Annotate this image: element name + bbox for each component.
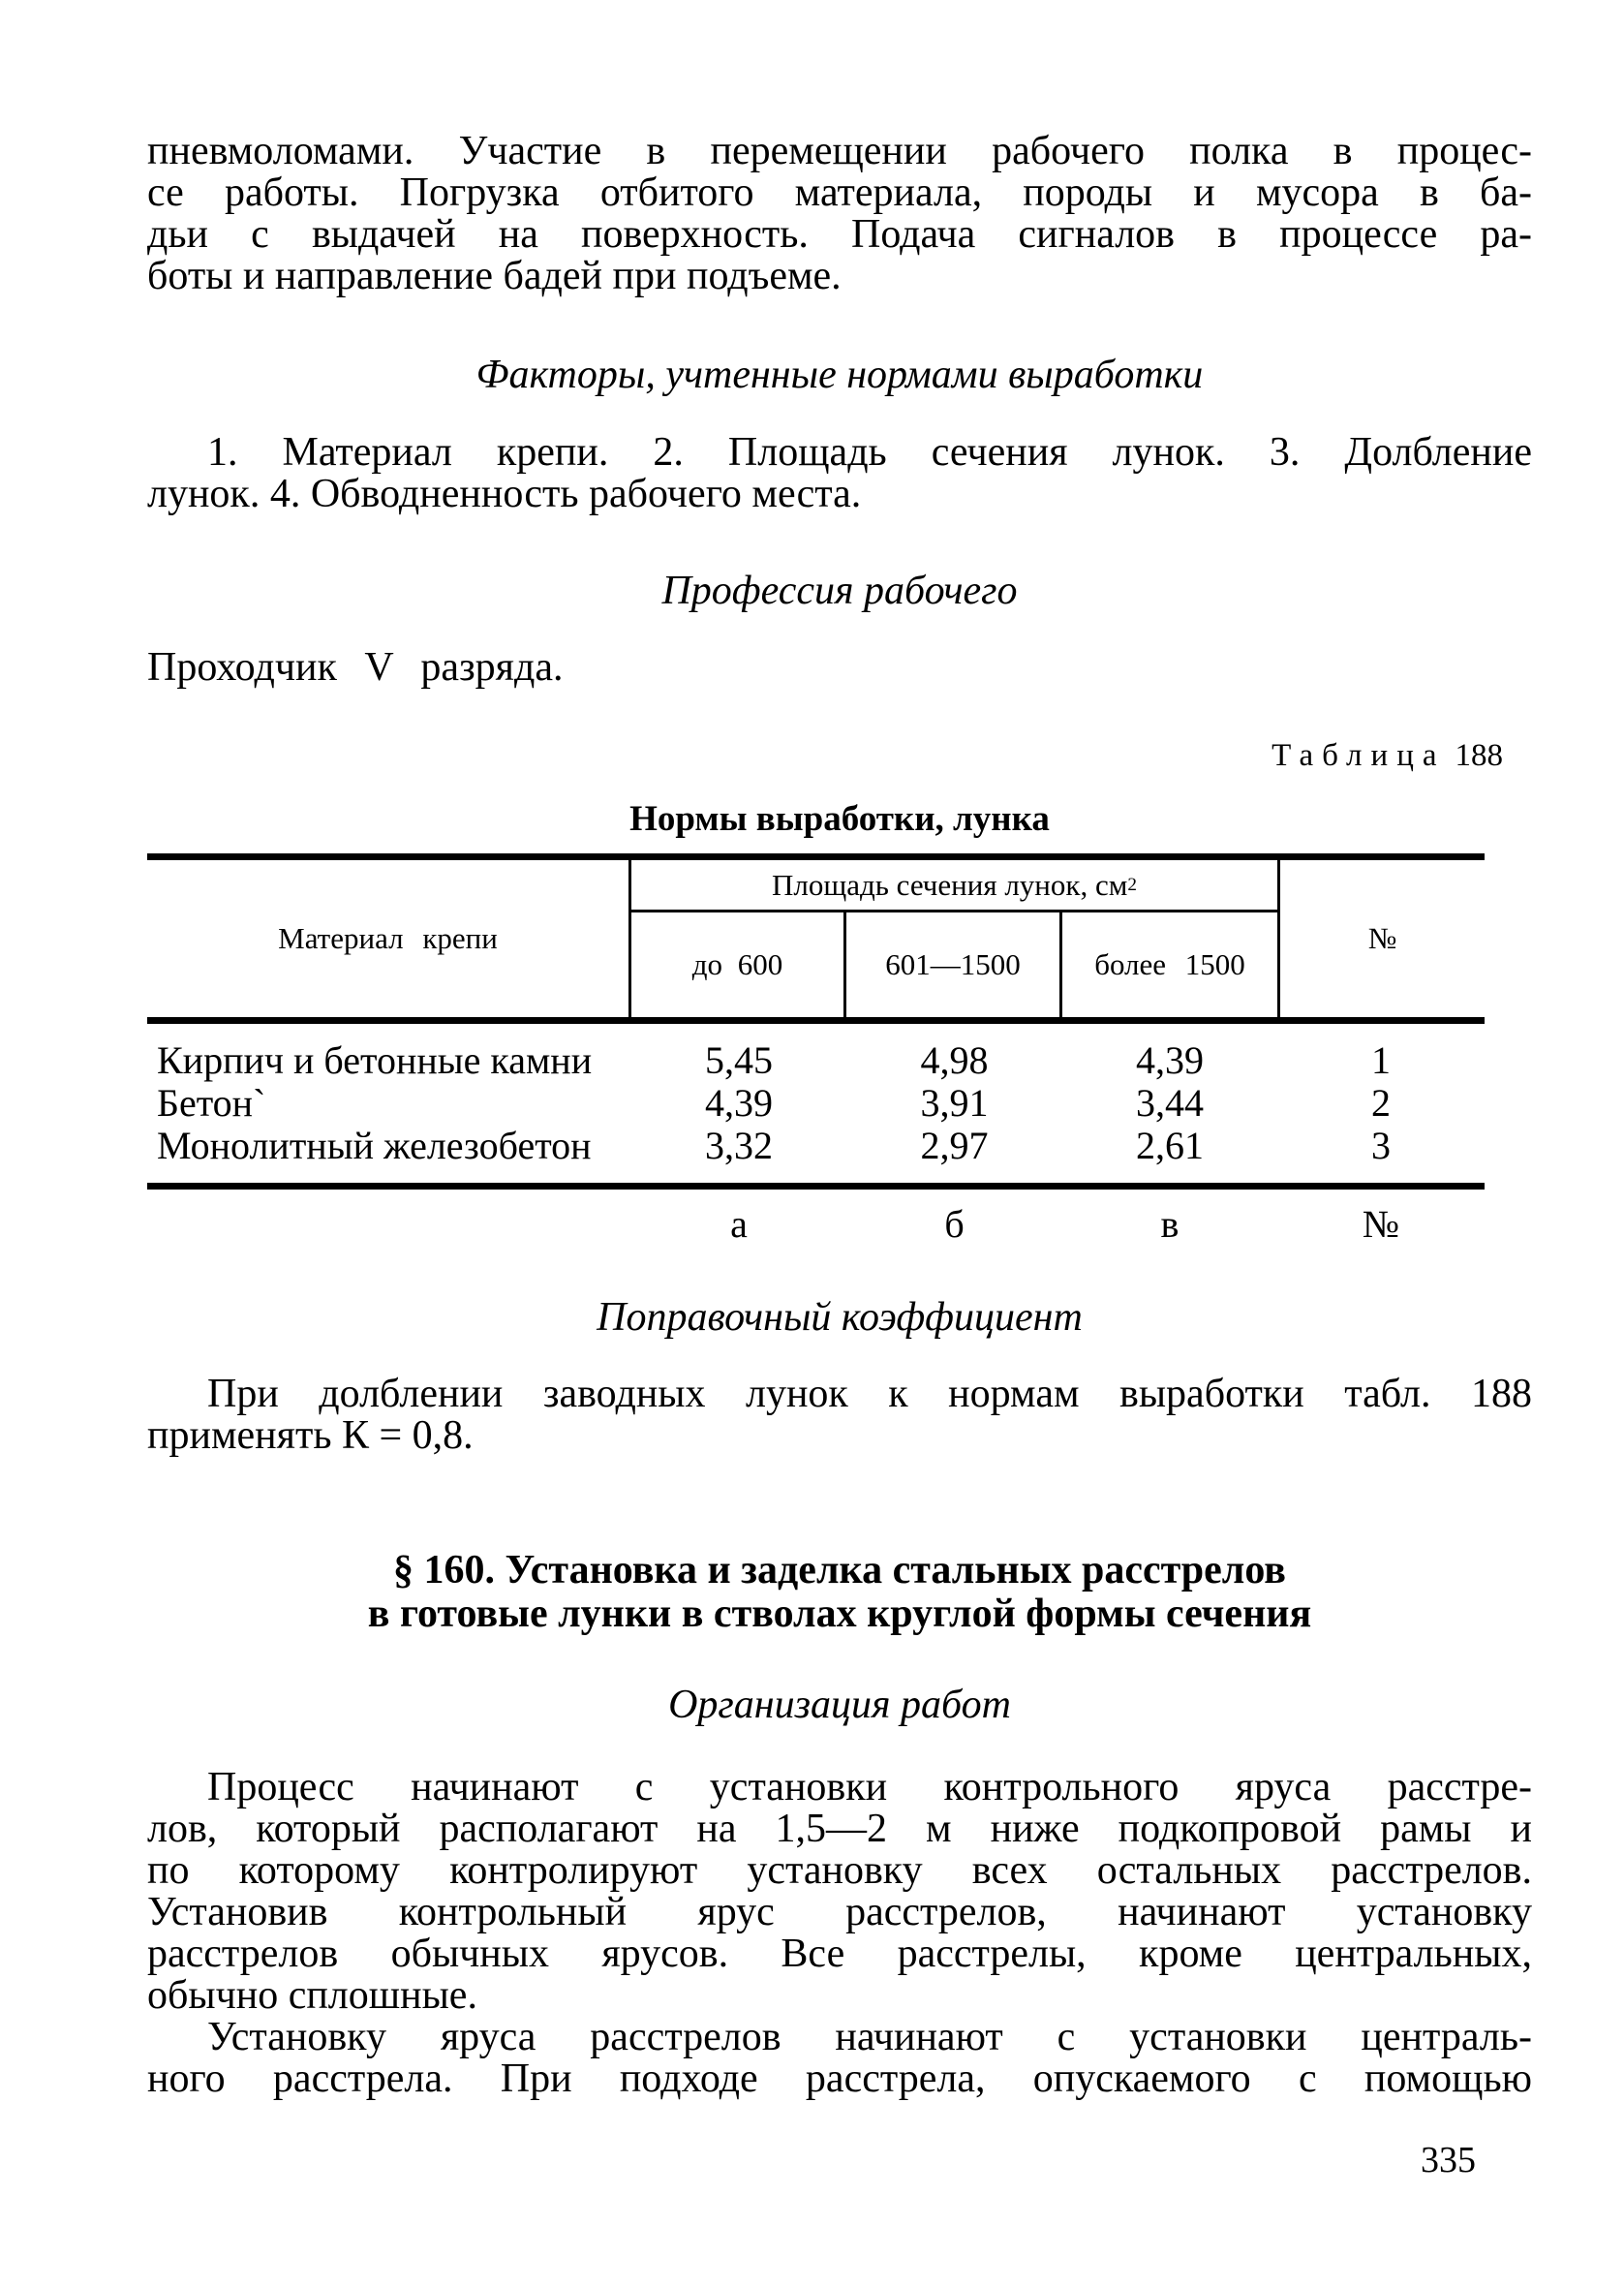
footer-cell-empty [147,1203,631,1246]
text-line: боты и направление бадей при подъеме. [147,254,842,298]
table-row: Кирпич и бетонные камни 5,45 4,98 4,39 1 [147,1039,1485,1082]
heading-profession: Профессия рабочего [661,569,1018,613]
paragraph-coefficient: При долблении заводных лунок к нормам вы… [147,1374,1532,1457]
page-number: 335 [1421,2140,1476,2180]
text-line: При долблении заводных лунок к нормам вы… [207,1372,1532,1416]
cell-value: 2,61 [1136,1124,1204,1167]
footer-cell-b: б [944,1202,965,1246]
header-cell-material: Материал крепи [147,860,631,1017]
paragraph-factors: 1. Материал крепи. 2. Площадь сечения лу… [147,432,1532,515]
cell-value: 2,97 [920,1124,989,1167]
cell-row-number: 1 [1371,1038,1391,1082]
cell-value: 4,98 [920,1038,989,1082]
cell-material: Бетон` [157,1081,266,1125]
table-footer: а б в № [147,1203,1485,1246]
page-content: пневмоломами. Участие в перемещении рабо… [147,0,1532,2180]
area-group-text: Площадь сечения лунок, см [772,867,1128,902]
table-header: Материал крепи Площадь сечения лунок, см… [147,853,1485,1024]
norms-table: Материал крепи Площадь сечения лунок, см… [147,853,1485,1246]
footer-cell-c: в [1160,1202,1180,1246]
paragraph-organization: Процесс начинают с установки контрольног… [147,1767,1532,2100]
cell-material: Монолитный железобетон [157,1124,592,1167]
text-line: 1. Материал крепи. 2. Площадь сечения лу… [207,430,1532,475]
cell-material: Кирпич и бетонные камни [157,1038,593,1082]
header-cell-area-1: до 600 [631,912,846,1017]
table-label: Таблица 188 [147,737,1532,774]
text-line: дьи с выдачей на поверхность. Подача сиг… [147,212,1532,257]
footer-cell-number: № [1362,1202,1400,1246]
paragraph-intro: пневмоломами. Участие в перемещении рабо… [147,131,1532,297]
table-body: Кирпич и бетонные камни 5,45 4,98 4,39 1… [147,1024,1485,1190]
heading-factors: Факторы, учтенные нормами выработки [475,353,1204,397]
text-line: пневмоломами. Участие в перемещении рабо… [147,129,1532,173]
heading-organization: Организация работ [668,1683,1011,1727]
text-line: применять К = 0,8. [147,1413,474,1458]
text-line: обычно сплошные. [147,1973,477,2018]
table-row: Бетон` 4,39 3,91 3,44 2 [147,1082,1485,1125]
text-line: се работы. Погрузка отбитого материала, … [147,170,1532,215]
cell-value: 4,39 [1136,1038,1204,1082]
table-label-number: 188 [1455,738,1504,773]
heading-coefficient: Поправочный коэффициент [597,1295,1083,1340]
table-title: Нормы выработки, лунка [629,799,1050,839]
text-line: расстрелов обычных ярусов. Все расстрелы… [147,1932,1532,1976]
table-label-word: Таблица [1272,738,1446,773]
cell-value: 3,32 [705,1124,773,1167]
header-cell-number: № [1277,860,1485,1017]
text-line: лунок. 4. Обводненность рабочего места. [147,472,862,516]
section-160-heading: § 160. Установка и заделка стальных расс… [147,1549,1532,1636]
section-heading-line: в готовые лунки в стволах круглой формы … [367,1592,1312,1636]
cell-value: 4,39 [705,1081,773,1125]
header-cell-area-group: Площадь сечения лунок, см 2 [631,860,1277,912]
text-line: по которому контролируют установку всех … [147,1848,1532,1893]
text-line: Установив контрольный ярус расстрелов, н… [147,1890,1532,1934]
cell-value: 3,44 [1136,1081,1204,1125]
footer-cell-a: а [730,1202,748,1246]
profession-text: Проходчик V разряда. [147,645,564,690]
cell-row-number: 3 [1371,1124,1391,1167]
text-line: лов, который располагают на 1,5—2 м ниже… [147,1807,1532,1851]
text-line: ного расстрела. При подходе расстрела, о… [147,2056,1532,2101]
text-line: Процесс начинают с установки контрольног… [207,1765,1532,1809]
header-cell-area-2: 601—1500 [846,912,1062,1017]
cell-row-number: 2 [1371,1081,1391,1125]
cell-value: 5,45 [705,1038,773,1082]
table-row: Монолитный железобетон 3,32 2,97 2,61 3 [147,1125,1485,1167]
text-line: Установку яруса расстрелов начинают с ус… [207,2015,1532,2059]
header-cell-area-3: более 1500 [1094,947,1245,981]
cell-value: 3,91 [920,1081,989,1125]
section-heading-line: § 160. Установка и заделка стальных расс… [393,1548,1286,1592]
